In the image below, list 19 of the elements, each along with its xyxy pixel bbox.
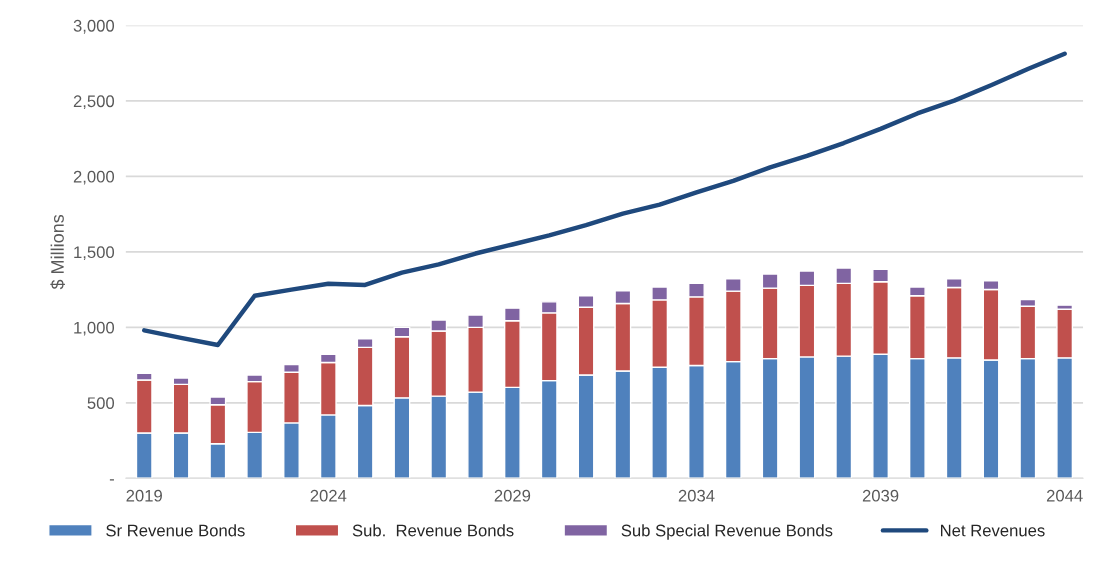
- legend-label: Sub. Revenue Bonds: [352, 524, 514, 537]
- y-tick-label: 2,000: [73, 170, 115, 185]
- line-series: [142, 51, 1067, 348]
- legend-label: Sr Revenue Bonds: [106, 524, 245, 537]
- y-axis-title: $ Millions: [50, 214, 65, 290]
- legend-label: Sub Special Revenue Bonds: [621, 524, 833, 540]
- x-tick-label: 2019: [126, 489, 162, 502]
- x-tick-label: 2039: [862, 489, 899, 502]
- y-tick-label: 1,500: [74, 246, 115, 261]
- x-tick-label: 2029: [494, 489, 531, 502]
- y-tick-label: 500: [87, 397, 115, 410]
- legend-label: Net Revenues: [941, 524, 1045, 537]
- y-tick-label: 1,000: [74, 321, 115, 336]
- x-tick-label: 2024: [310, 489, 347, 502]
- x-tick-label: 2034: [678, 489, 715, 502]
- y-tick-label: 2,500: [73, 95, 115, 110]
- x-tick-label: 2044: [1046, 489, 1083, 502]
- y-tick-label: 3,000: [73, 19, 115, 34]
- y-tick-label: -: [109, 479, 114, 481]
